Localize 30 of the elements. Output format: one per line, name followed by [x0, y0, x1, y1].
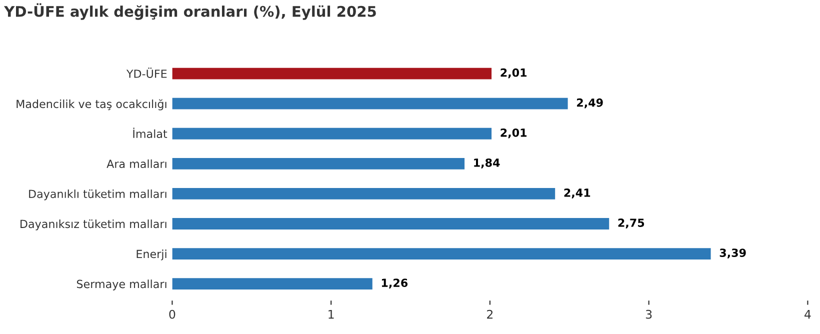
- x-tick-label: 1: [328, 310, 334, 319]
- data-label: 2,75: [618, 218, 644, 228]
- y-tick-label: Dayanıklı tüketim malları: [29, 189, 166, 200]
- chart-title: YD-ÜFE aylık değişim oranları (%), Eylül 2025: [4, 3, 376, 20]
- bar: [172, 278, 372, 290]
- bar: [172, 218, 610, 230]
- y-tick-label: YD-ÜFE: [126, 68, 167, 78]
- y-tick-label: Enerji: [136, 250, 166, 260]
- data-label: 2,01: [500, 68, 527, 78]
- y-tick-label: Ara malları: [106, 159, 166, 168]
- y-tick-label: Sermaye malları: [76, 280, 166, 290]
- bar: [172, 248, 711, 260]
- x-tick-label: 2: [487, 310, 493, 319]
- x-tick-label: 4: [804, 310, 811, 319]
- bar: [172, 128, 492, 140]
- y-tick-label: Madencilik ve taş ocakcılığı: [16, 99, 166, 110]
- data-label: 2,49: [577, 98, 603, 108]
- data-label: 2,41: [564, 188, 590, 198]
- y-tick-label: Dayanıksız tüketim malları: [20, 220, 166, 230]
- data-label: 2,01: [500, 128, 527, 138]
- x-tick-label: 0: [169, 310, 176, 319]
- data-label: 3,39: [720, 248, 746, 258]
- bar: [172, 68, 492, 80]
- data-label: 1,84: [474, 158, 500, 168]
- bar: [172, 98, 568, 110]
- data-label: 1,26: [382, 278, 408, 288]
- x-tick-label: 3: [646, 310, 652, 319]
- bar: [172, 158, 465, 170]
- bar: [172, 188, 556, 200]
- y-tick-label: İmalat: [133, 128, 168, 138]
